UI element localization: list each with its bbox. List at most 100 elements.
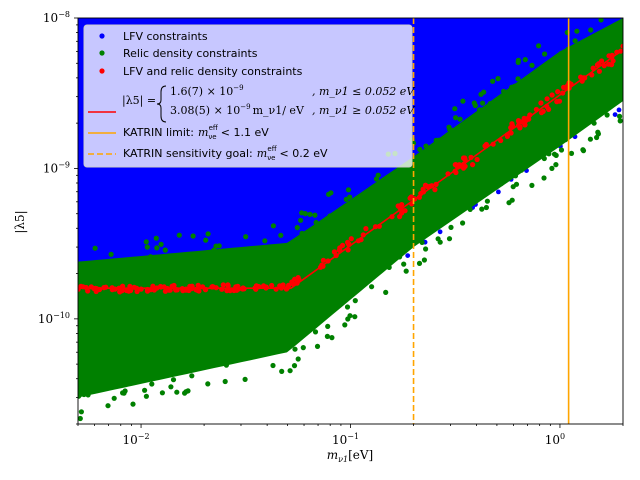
relic-point [442,161,448,167]
relic-point [314,343,321,349]
relic-point [93,382,99,388]
relic-point [318,279,324,285]
legend-label-katrin-goal: KATRIN sensitivity goal: mνeeff < 0.2 eV [123,145,328,162]
relic-point [586,52,593,58]
relic-point [102,326,108,333]
relic-point [78,355,83,361]
relic-point [570,123,577,129]
relic-point [383,289,389,295]
relic-point [81,391,87,398]
relic-point [305,252,311,259]
legend-formula: |λ5| = 1.6(7) × 10−9 , m_ν1 ≤ 0.052 eV 3… [122,84,415,123]
lfv-relic-point [195,282,201,288]
relic-point [259,270,265,276]
relic-point [484,198,490,204]
relic-point [356,222,362,228]
relic-point [533,133,539,139]
x-tick-label: 100 [545,432,565,447]
relic-point [598,48,604,54]
relic-point [596,101,602,107]
relic-point [553,162,559,168]
relic-point [587,136,594,142]
relic-point [153,235,159,241]
relic-point [448,224,454,230]
relic-point [112,261,118,267]
relic-point [470,132,476,138]
relic-point [300,345,306,351]
relic-point [343,196,349,202]
relic-point [294,336,300,342]
relic-point [536,86,542,92]
relic-point [279,368,285,374]
relic-point [355,227,361,233]
lfv-relic-point [504,133,510,139]
relic-point [424,162,430,168]
legend: LFV constraints Relic density constraint… [83,24,415,168]
relic-point [325,323,331,329]
relic-point [522,131,528,137]
relic-point [137,317,143,323]
relic-point [94,338,100,344]
relic-point [495,105,501,111]
relic-point [479,206,485,212]
relic-point [463,186,469,192]
relic-point [540,121,546,127]
relic-point [370,184,376,190]
relic-point [205,231,211,237]
lfv-point [437,229,443,235]
lfv-relic-point [224,288,230,294]
relic-point [495,76,501,82]
relic-point [379,209,385,216]
relic-point [295,293,301,299]
lfv-relic-point [474,156,480,163]
relic-point [97,293,103,299]
relic-point [494,165,500,172]
relic-point [219,291,225,297]
relic-point [285,339,291,346]
relic-point [580,147,586,153]
relic-point [486,106,492,113]
relic-point [347,313,353,319]
relic-point [550,109,556,115]
relic-point [265,312,271,318]
relic-point [247,284,253,290]
relic-point [85,392,91,398]
relic-point [324,333,330,339]
lfv-relic-point [424,183,431,190]
relic-point [533,89,539,95]
relic-point [608,43,614,49]
relic-point [403,268,409,274]
lfv-relic-point [144,288,151,294]
relic-point [414,175,421,181]
relic-point [212,351,218,357]
relic-point [467,206,473,212]
lfv-point [405,253,411,258]
relic-point [189,373,195,379]
relic-point [255,265,262,271]
relic-point [143,239,149,245]
relic-point [413,180,419,186]
lfv-relic-point [124,287,130,294]
relic-point [232,318,238,324]
legend-marker-both [99,68,105,74]
lfv-point [612,112,618,117]
relic-point [572,38,578,44]
relic-point [208,313,214,320]
relic-point [446,236,453,242]
relic-point [208,348,214,354]
relic-point [617,113,623,119]
lfv-relic-point [538,110,545,116]
relic-point [107,319,113,325]
relic-point [480,130,486,137]
relic-point [143,393,149,399]
relic-point [416,260,423,266]
relic-point [501,88,507,94]
lfv-relic-point [363,226,369,232]
relic-point [188,353,194,359]
relic-point [92,245,98,251]
relic-point [121,390,127,396]
lfv-relic-point [225,283,231,289]
relic-point [571,94,577,100]
relic-point [610,101,616,107]
relic-point [117,362,123,368]
